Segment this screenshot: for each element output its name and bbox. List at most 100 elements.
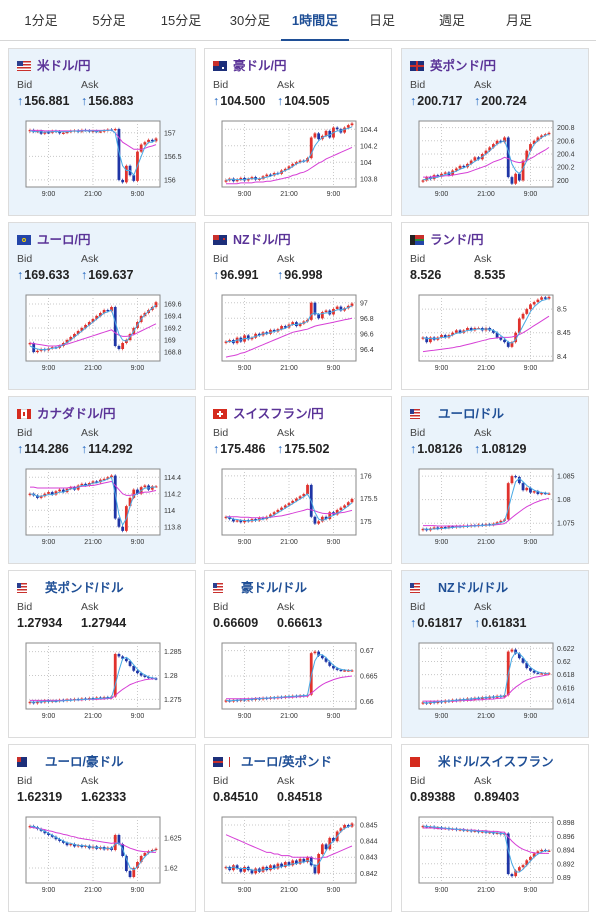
ask-value: 8.535 [474, 268, 505, 282]
candlestick-chart[interactable]: 9:00 21:00 9:00 176 175.5 175 [210, 465, 390, 545]
candle-body [69, 487, 73, 489]
candle-body [287, 862, 291, 866]
currency-pair-title[interactable]: カナダドル/円 [17, 403, 115, 421]
bid-label: Bid [213, 253, 229, 265]
x-tick-label: 9:00 [435, 887, 449, 893]
rate-card[interactable]: NZドル/ドル Bid Ask ↑0.61817 ↑0.61831 9:00 21:00 9:… [401, 570, 589, 738]
candle-body [532, 140, 536, 145]
ask-value: ↑114.292 [81, 442, 133, 456]
candlestick-chart[interactable]: 9:00 21:00 9:00 8.5 8.45 8.4 [407, 291, 587, 371]
rate-card[interactable]: 豪ドル/円 Bid Ask ↑104.500 ↑104.505 9:00 21:00 9:00… [204, 48, 392, 216]
x-tick-label: 9:00 [327, 191, 341, 197]
ask-value: ↑0.61831 [474, 616, 526, 630]
bid-value: 1.62319 [17, 790, 62, 804]
tab-weekly[interactable]: 週足 [438, 13, 465, 28]
rate-card[interactable]: NZドル/円 Bid Ask ↑96.991 ↑96.998 9:00 21:00 9:00 9… [204, 222, 392, 390]
candle-body [350, 499, 354, 503]
candle-body [466, 830, 469, 832]
bid-value: 8.526 [410, 268, 441, 282]
rate-card[interactable]: ユーロ/円 Bid Ask ↑169.633 ↑169.637 9:00 21:00 9:00… [8, 222, 196, 390]
currency-pair-title[interactable]: ランド/円 [410, 229, 483, 247]
rate-card[interactable]: ランド/円 Bid Ask 8.526 8.535 9:00 21:00 9:00 8.5 8.4… [401, 222, 589, 390]
candle-body [250, 337, 254, 340]
candlestick-chart[interactable]: 9:00 21:00 9:00 1.625 1.62 [14, 813, 194, 893]
rate-card[interactable]: ユーロ/ドル Bid Ask ↑1.08126 ↑1.08129 9:00 21:00 9:0… [401, 396, 589, 564]
candle-body [436, 527, 440, 529]
ma-short-line [29, 129, 157, 177]
candlestick-chart[interactable]: 9:00 21:00 9:00 169.6 169.4 169.2 169 168.8 [14, 291, 194, 371]
candle-body [466, 328, 469, 331]
candlestick-chart[interactable]: 9:00 21:00 9:00 1.085 1.08 1.075 [407, 465, 587, 545]
candle-body [328, 661, 332, 666]
candle-body [346, 125, 350, 128]
currency-pair-title[interactable]: 英ポンド/ドル [17, 577, 123, 595]
rate-card[interactable]: 英ポンド/ドル Bid Ask 1.27934 1.27944 9:00 21:00 9:00… [8, 570, 196, 738]
candle-body [506, 342, 510, 347]
candlestick-chart[interactable]: 9:00 21:00 9:00 1.285 1.28 1.275 [14, 639, 194, 719]
candle-body [309, 137, 313, 159]
ask-number: 0.89403 [474, 790, 520, 804]
candle-body [421, 825, 425, 828]
rate-card[interactable]: 米ドル/スイスフラン Bid Ask 0.89388 0.89403 9:00 21:00 9… [401, 744, 589, 912]
rate-card[interactable]: 英ポンド/円 Bid Ask ↑200.717 ↑200.724 9:00 21:00 9:0… [401, 48, 589, 216]
candle-body [280, 326, 283, 330]
tab-15min[interactable]: 15分足 [160, 13, 202, 28]
ma-long-line [225, 834, 353, 860]
currency-pair-title[interactable]: 米ドル/円 [17, 55, 90, 73]
pair-name: スイスフラン/円 [233, 407, 324, 421]
ma-long-line [423, 146, 550, 178]
tab-monthly[interactable]: 月足 [505, 13, 532, 28]
candlestick-chart[interactable]: 9:00 21:00 9:00 97 96.8 96.6 96.4 [210, 291, 390, 371]
nz-flag-icon [213, 235, 227, 245]
x-tick-label: 9:00 [327, 539, 341, 545]
candle-body [65, 131, 69, 134]
currency-pair-title[interactable]: 米ドル/スイスフラン [410, 751, 554, 769]
candle-body [547, 296, 551, 299]
tab-1hour[interactable]: 1時間足 [281, 0, 349, 41]
currency-pair-title[interactable]: スイスフラン/円 [213, 403, 324, 421]
tab-1min[interactable]: 1分足 [24, 13, 58, 28]
currency-pair-title[interactable]: 英ポンド/円 [410, 55, 496, 73]
currency-pair-title[interactable]: NZドル/ドル [410, 577, 508, 595]
candle-body [510, 874, 514, 877]
candle-body [495, 522, 499, 524]
rate-card[interactable]: 豪ドル/ドル Bid Ask 0.66609 0.66613 9:00 21:00 9:00 0… [204, 570, 392, 738]
candle-body [495, 332, 499, 338]
candle-body [58, 839, 62, 841]
candlestick-chart[interactable]: 9:00 21:00 9:00 104.4 104.2 104 103.8 [210, 117, 390, 197]
currency-pair-title[interactable]: 豪ドル/ドル [213, 577, 307, 595]
candle-body [320, 516, 324, 522]
candlestick-chart[interactable]: 9:00 21:00 9:00 157 156.5 156 [14, 117, 194, 197]
candle-body [328, 837, 332, 850]
currency-pair-title[interactable]: ユーロ/豪ドル [17, 751, 123, 769]
candle-body [543, 673, 547, 675]
candlestick-chart[interactable]: 9:00 21:00 9:00 0.898 0.896 0.894 0.892 0.89 [407, 813, 587, 893]
candlestick-chart[interactable]: 9:00 21:00 9:00 114.4 114.2 114 113.8 [14, 465, 194, 545]
currency-pair-title[interactable]: NZドル/円 [213, 229, 291, 247]
candlestick-chart[interactable]: 9:00 21:00 9:00 0.67 0.665 0.66 [210, 639, 390, 719]
ask-number: 1.27944 [81, 616, 127, 630]
ask-number: 114.292 [88, 442, 133, 456]
y-tick-label: 0.894 [557, 848, 575, 855]
currency-pair-title[interactable]: ユーロ/ドル [410, 403, 504, 421]
candlestick-chart[interactable]: 9:00 21:00 9:00 0.622 0.62 0.618 0.616 0.614 [407, 639, 587, 719]
rate-card[interactable]: ユーロ/英ポンド Bid Ask 0.84510 0.84518 9:00 21:00 9:0… [204, 744, 392, 912]
rate-card[interactable]: ユーロ/豪ドル Bid Ask 1.62319 1.62333 9:00 21:00 9:00… [8, 744, 196, 912]
candlestick-chart[interactable]: 9:00 21:00 9:00 200.8 200.6 200.4 200.2 200 [407, 117, 587, 197]
ca-flag-icon [17, 409, 31, 419]
ask-label: Ask [81, 601, 99, 613]
rate-card[interactable]: 米ドル/円 Bid Ask ↑156.881 ↑156.883 9:00 21:00 9:00… [8, 48, 196, 216]
candle-body [276, 863, 280, 869]
rate-card[interactable]: スイスフラン/円 Bid Ask ↑175.486 ↑175.502 9:00 21:00 9… [204, 396, 392, 564]
candlestick-chart[interactable]: 9:00 21:00 9:00 0.845 0.844 0.843 0.842 [210, 813, 390, 893]
tab-30min[interactable]: 30分足 [229, 13, 271, 28]
y-tick-label: 1.625 [164, 836, 182, 843]
tab-5min[interactable]: 5分足 [92, 13, 126, 28]
rate-card[interactable]: カナダドル/円 Bid Ask ↑114.286 ↑114.292 9:00 21:00 9:… [8, 396, 196, 564]
ma-short-line [422, 133, 550, 181]
currency-pair-title[interactable]: ユーロ/英ポンド [213, 751, 332, 769]
currency-pair-title[interactable]: 豪ドル/円 [213, 55, 286, 73]
candle-body [117, 835, 121, 844]
currency-pair-title[interactable]: ユーロ/円 [17, 229, 90, 247]
tab-daily[interactable]: 日足 [368, 13, 395, 28]
